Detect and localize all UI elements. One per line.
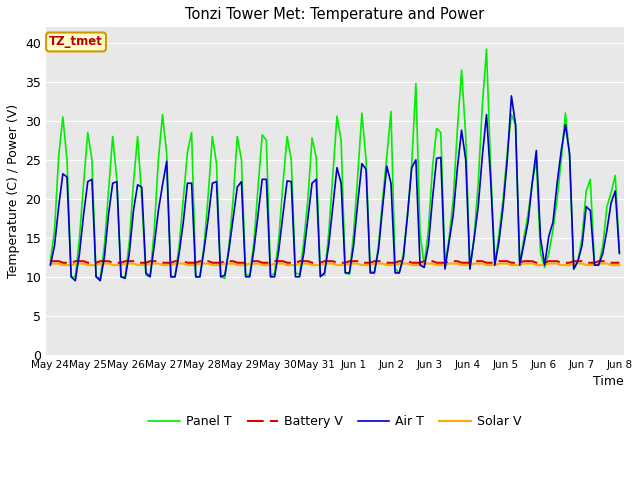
Line: Panel T: Panel T [51, 49, 620, 278]
Solar V [607, 262, 615, 268]
Battery V [616, 260, 623, 265]
Air T [47, 262, 54, 268]
Battery V [458, 260, 465, 265]
Panel T [47, 258, 54, 264]
Air T [275, 247, 283, 252]
Line: Solar V: Solar V [51, 264, 620, 265]
Title: Tonzi Tower Met: Temperature and Power: Tonzi Tower Met: Temperature and Power [185, 7, 484, 22]
Solar V [275, 261, 283, 266]
Air T [508, 93, 515, 99]
Line: Air T: Air T [51, 96, 620, 281]
Solar V [259, 262, 266, 268]
Solar V [458, 262, 465, 268]
Air T [72, 278, 79, 284]
Battery V [259, 260, 266, 265]
Solar V [59, 262, 67, 268]
Panel T [611, 172, 619, 178]
Panel T [458, 67, 465, 73]
Air T [616, 251, 623, 256]
Battery V [47, 258, 54, 264]
Battery V [59, 260, 67, 265]
Legend: Panel T, Battery V, Air T, Solar V: Panel T, Battery V, Air T, Solar V [143, 410, 526, 433]
Solar V [47, 261, 54, 266]
Panel T [275, 235, 283, 240]
Text: TZ_tmet: TZ_tmet [49, 36, 103, 48]
Panel T [97, 276, 104, 281]
Panel T [483, 46, 490, 52]
Air T [611, 188, 619, 194]
Solar V [532, 262, 540, 268]
Air T [458, 127, 465, 133]
Y-axis label: Temperature (C) / Power (V): Temperature (C) / Power (V) [7, 104, 20, 278]
Panel T [374, 243, 382, 249]
Air T [537, 235, 545, 240]
Panel T [537, 251, 545, 256]
Line: Battery V: Battery V [51, 261, 620, 263]
Battery V [532, 260, 540, 265]
Battery V [275, 258, 283, 264]
Air T [259, 177, 266, 182]
Panel T [616, 249, 623, 255]
Solar V [374, 261, 382, 266]
X-axis label: Time: Time [593, 375, 623, 388]
Battery V [607, 260, 615, 265]
Solar V [616, 262, 623, 268]
Air T [374, 247, 382, 252]
Battery V [374, 258, 382, 264]
Panel T [259, 132, 266, 138]
